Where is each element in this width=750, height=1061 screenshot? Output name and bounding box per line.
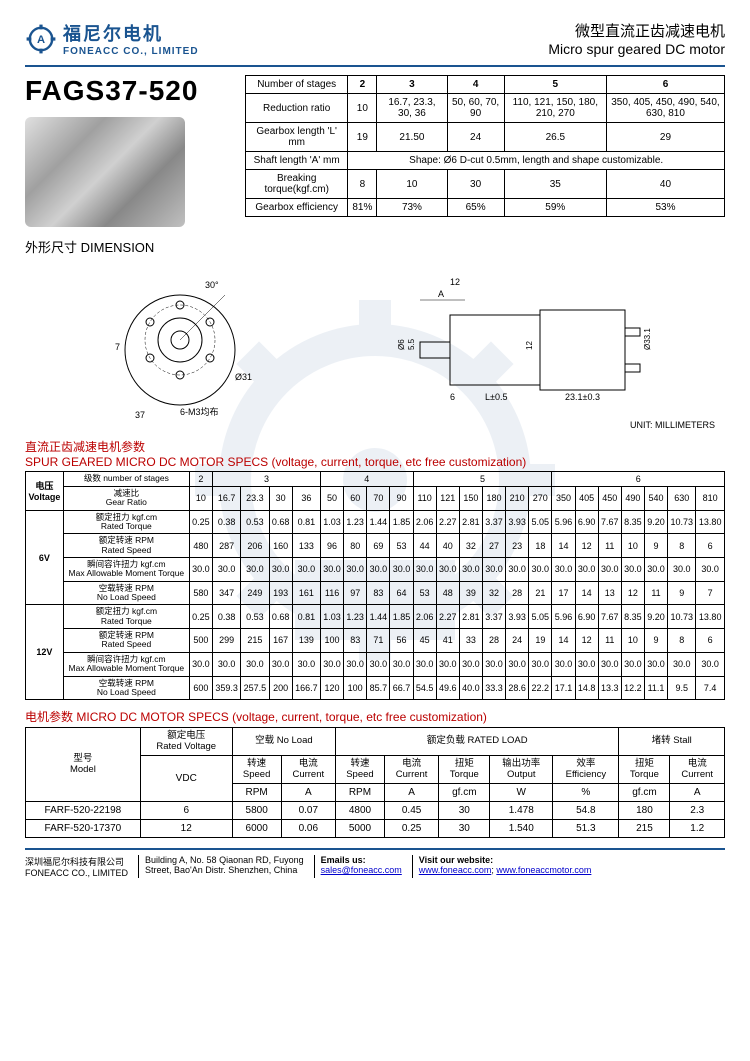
svg-text:A: A [37,34,45,46]
svg-text:37: 37 [135,410,145,420]
svg-text:5.5: 5.5 [407,338,416,350]
specs-table: 电压Voltage级数 number of stages23456减速比Gear… [25,471,725,700]
svg-text:Ø6: Ø6 [397,339,406,350]
gearbox-table: Number of stages23456Reduction ratio1016… [245,75,725,217]
svg-text:12: 12 [450,277,460,287]
svg-text:6-M3均布: 6-M3均布 [180,406,219,417]
motor-image [25,117,185,227]
model-number: FAGS37-520 [25,75,225,107]
gear-logo-icon: A [25,23,57,55]
front-view-drawing: 30° Ø31 6-M3均布 37 7 [80,270,280,420]
website-link-2[interactable]: www.foneaccmotor.com [496,865,591,875]
side-view-drawing: A 12 Ø6 5.5 12 Ø33.1 6 L±0.5 23.1±0.3 [390,270,670,420]
svg-text:L±0.5: L±0.5 [485,392,507,402]
specs-title: 直流正齿减速电机参数 SPUR GEARED MICRO DC MOTOR SP… [25,438,725,469]
website-link-1[interactable]: www.foneacc.com [419,865,492,875]
svg-text:23.1±0.3: 23.1±0.3 [565,392,600,402]
svg-text:Ø33.1: Ø33.1 [643,328,652,350]
svg-text:A: A [438,289,444,299]
email-link[interactable]: sales@foneacc.com [321,865,402,875]
page-title: 微型直流正齿减速电机 Micro spur geared DC motor [548,20,725,57]
footer: 深圳福尼尔科技有限公司 FONEACC CO., LIMITED Buildin… [25,848,725,878]
svg-text:30°: 30° [205,280,219,290]
motor-specs-title: 电机参数 MICRO DC MOTOR SPECS (voltage, curr… [25,708,725,725]
motor-specs-table: 型号Model额定电压Rated Voltage空载 No Load额定负载 R… [25,727,725,838]
logo-cn: 福尼尔电机 [63,20,199,46]
logo-en: FONEACC CO., LIMITED [63,46,199,57]
svg-text:7: 7 [115,342,120,352]
logo: A 福尼尔电机 FONEACC CO., LIMITED [25,20,199,57]
svg-text:12: 12 [525,341,534,350]
dimension-title: 外形尺寸 DIMENSION [25,237,725,256]
unit-label: UNIT: MILLIMETERS [630,420,715,430]
header: A 福尼尔电机 FONEACC CO., LIMITED 微型直流正齿减速电机 … [25,20,725,67]
svg-text:6: 6 [450,392,455,402]
dimension-drawing: 30° Ø31 6-M3均布 37 7 A 12 Ø6 5.5 12 Ø33.1… [25,260,725,430]
svg-text:Ø31: Ø31 [235,372,252,382]
